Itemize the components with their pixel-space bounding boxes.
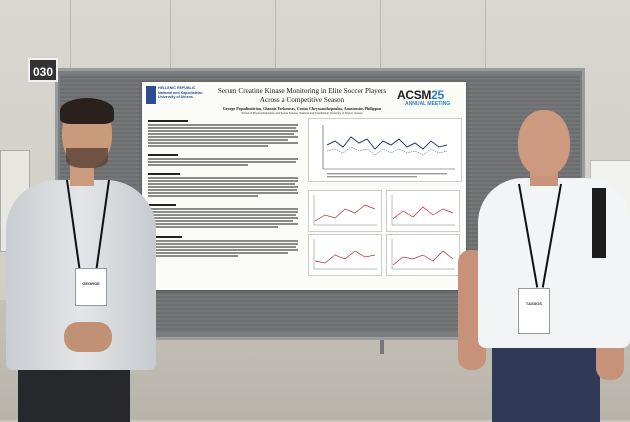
left-person-trousers <box>18 362 130 422</box>
acsm-logo: ACSM25 ANNUAL MEETING <box>397 88 463 110</box>
acsm-logo-year: 25 <box>431 88 444 102</box>
poster-affiliation: School of Physical Education and Sports … <box>241 112 363 115</box>
acsm-logo-name: ACSM <box>397 88 432 102</box>
university-logo: HELLENIC REPUBLIC National and Kapodistr… <box>146 86 206 106</box>
wall-panel-seam <box>170 0 171 95</box>
poster-subfigure <box>308 234 382 276</box>
acsm-logo-subtitle: ANNUAL MEETING <box>405 101 451 107</box>
board-leg <box>380 340 384 354</box>
poster-subfigure <box>386 234 460 276</box>
left-person-name-badge: GEORGE <box>75 268 107 306</box>
backpack-strap <box>592 188 606 258</box>
left-person-beard <box>66 148 108 168</box>
right-person-polo-shirt <box>478 178 630 348</box>
poster-figure-grid <box>308 190 460 280</box>
right-person-name-badge: TASSOS <box>518 288 550 334</box>
line-chart-graphic <box>322 125 455 178</box>
wall-panel-seam <box>275 0 276 95</box>
board-number-sign: 030 <box>28 58 58 82</box>
poster-authors: George Papadimitriou, Giannis Tsekouras,… <box>222 106 382 111</box>
poster-figure-line-chart <box>308 118 462 182</box>
poster-body-text <box>148 118 298 286</box>
research-poster: HELLENIC REPUBLIC National and Kapodistr… <box>142 82 466 290</box>
wall-panel-seam <box>70 0 71 95</box>
left-person-hair <box>60 98 114 124</box>
right-person-face <box>518 110 570 176</box>
right-person-jeans <box>492 338 600 422</box>
poster-subfigure <box>386 190 460 232</box>
university-crest-icon <box>146 86 156 104</box>
left-badge-name: GEORGE <box>82 281 100 286</box>
poster-title: Serum Creatine Kinase Monitoring in Elit… <box>217 87 387 104</box>
wall-panel-seam <box>380 0 381 95</box>
left-person-hands <box>64 322 112 352</box>
university-name: HELLENIC REPUBLIC National and Kapodistr… <box>158 86 203 100</box>
poster-subfigure <box>308 190 382 232</box>
wall-panel-seam <box>485 0 486 95</box>
right-badge-name: TASSOS <box>525 301 543 306</box>
